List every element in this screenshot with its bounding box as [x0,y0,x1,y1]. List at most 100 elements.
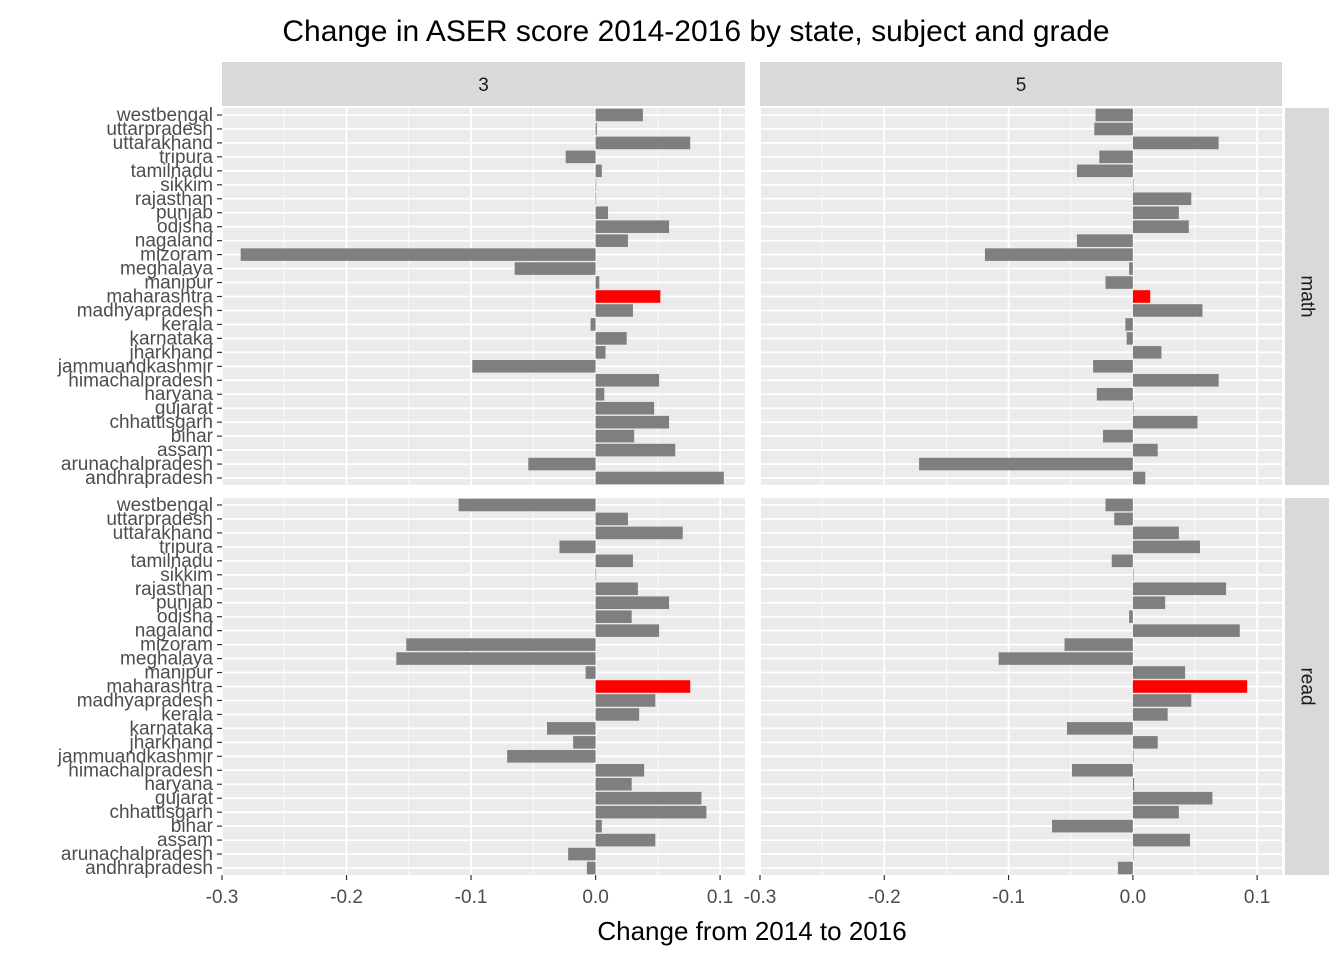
bar-jharkhand [1132,736,1158,749]
x-tick-label: -0.3 [206,887,239,908]
bar-nagaland [1076,234,1133,247]
bar-madhyapradesh [595,304,633,317]
bar-manipur [585,666,596,679]
bar-chhattisgarh [595,415,670,429]
y-tick-label-odisha: odisha [157,607,213,628]
bar-kerala [1125,318,1133,331]
bar-bihar [1052,819,1133,833]
y-tick-label-chhattisgarh: chhattisgarh [109,802,213,823]
bar-tripura [565,150,596,164]
y-tick-label-punjab: punjab [156,203,213,224]
bar-karnataka [1066,722,1133,735]
bar-uttarakhand [595,526,683,540]
bar-arunachalpradesh [568,847,596,861]
facet-strip-subject-math [1285,108,1329,485]
bar-karnataka [1126,332,1133,345]
bar-jammuandkashmir [1093,360,1133,373]
bar-westbengal [1105,498,1133,512]
y-tick-label-uttarakhand: uttarakhand [113,523,213,544]
bar-mizoram [984,248,1133,261]
y-tick-label-jammuandkashmir: jammuandkashmir [57,746,214,767]
bar-manipur [1132,666,1186,679]
bar-himachalpradesh [595,763,645,777]
y-tick-label-punjab: punjab [156,593,213,614]
y-tick-label-meghalaya: meghalaya [120,649,213,670]
y-tick-label-haryana: haryana [144,774,213,795]
bar-tripura [1132,540,1200,554]
y-tick-label-himachalpradesh: himachalpradesh [68,760,213,781]
bar-sikkim [595,178,597,192]
y-tick-label-kerala: kerala [161,704,213,725]
bar-arunachalpradesh [1132,847,1134,861]
bar-uttarpradesh [595,512,628,526]
y-tick-label-maharashtra: maharashtra [106,287,213,308]
bar-kerala [1132,708,1168,721]
bar-jharkhand [573,736,596,749]
y-tick-label-maharashtra: maharashtra [106,677,213,698]
bar-meghalaya [514,262,596,275]
bar-bihar [595,429,635,443]
y-tick-label-nagaland: nagaland [135,231,213,252]
bar-gujarat [1132,791,1213,805]
bar-chhattisgarh [1132,805,1179,819]
y-tick-label-mizoram: mizoram [140,245,213,266]
y-tick-label-sikkim: sikkim [160,565,213,586]
x-tick-label: -0.1 [992,887,1025,908]
bar-gujarat [595,791,702,805]
bar-andhrapradesh [1117,861,1133,875]
y-tick-label-tamilnadu: tamilnadu [131,551,213,572]
bar-sikkim [1132,568,1134,582]
bar-tripura [559,540,596,554]
y-tick-label-tripura: tripura [159,537,213,558]
y-tick-label-jharkhand: jharkhand [129,732,213,753]
bar-manipur [595,276,600,289]
facet-strip-subject-read [1285,498,1329,875]
y-tick-label-uttarpradesh: uttarpradesh [106,509,213,530]
bar-sikkim [595,568,597,582]
bar-assam [1132,833,1191,847]
y-tick-label-bihar: bihar [171,816,214,837]
bar-madhyapradesh [1132,304,1203,317]
x-tick-label: 0.1 [1244,887,1270,908]
bar-meghalaya [1129,262,1133,275]
bar-tamilnadu [595,554,633,568]
bar-rajasthan [1132,582,1227,596]
y-tick-label-madhyapradesh: madhyapradesh [77,690,213,711]
bar-kerala [595,708,640,721]
bar-odisha [595,220,670,233]
bar-uttarakhand [1132,526,1179,540]
bar-uttarpradesh [1094,122,1133,136]
bar-madhyapradesh [595,694,656,707]
panel-math-grade-3: westbengaluttarpradeshuttarakhandtripura… [57,105,745,489]
x-tick-label: -0.2 [330,887,363,908]
bar-maharashtra [1132,680,1248,693]
y-tick-label-westbengal: westbengal [116,495,213,516]
facet-strip-grade-5 [760,62,1282,106]
y-tick-label-karnataka: karnataka [130,718,214,739]
bar-nagaland [595,624,660,637]
bar-nagaland [595,234,628,247]
y-tick-label-mizoram: mizoram [140,635,213,656]
y-tick-label-arunachalpradesh: arunachalpradesh [61,844,213,865]
bar-sikkim [1132,178,1134,192]
x-tick-label: -0.1 [455,887,488,908]
bar-assam [595,443,676,457]
bar-rajasthan [595,582,638,596]
y-tick-label-madhyapradesh: madhyapradesh [77,300,213,321]
bar-rajasthan [1132,192,1192,206]
bar-westbengal [458,498,596,512]
y-tick-label-kerala: kerala [161,314,213,335]
bar-karnataka [595,332,627,345]
facet-strip-label-subject-read: read [1297,667,1318,705]
facet-strip-label-grade-5: 5 [1016,75,1027,96]
bar-rajasthan [595,192,597,206]
bar-nagaland [1132,624,1240,637]
bar-andhrapradesh [595,471,724,485]
bar-jharkhand [595,346,606,359]
bar-westbengal [595,108,643,122]
bar-mizoram [240,248,596,261]
bar-jammuandkashmir [1132,750,1134,763]
y-tick-label-arunachalpradesh: arunachalpradesh [61,454,213,475]
y-tick-label-uttarakhand: uttarakhand [113,133,213,154]
